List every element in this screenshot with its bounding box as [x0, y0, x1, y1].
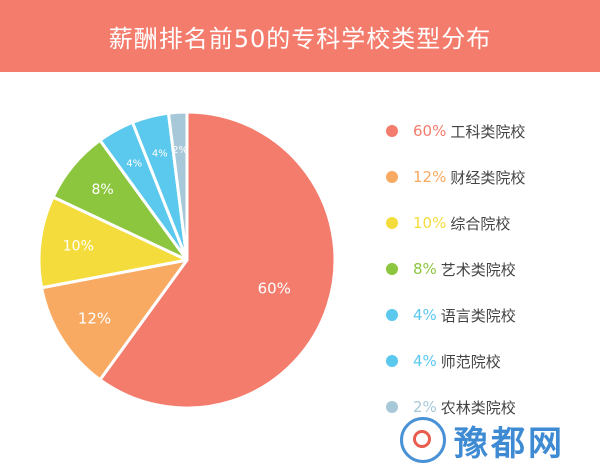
legend-item-4: 8% 艺术类院校: [386, 246, 591, 292]
watermark-text: 豫都网: [454, 423, 565, 464]
pie-chart: 60% 12% 10% 8% 4% 4% 2%: [37, 110, 337, 410]
legend-swatch-1: [386, 125, 398, 137]
slice-label-1: 60%: [258, 279, 291, 297]
pie-slice-7: [166, 110, 189, 262]
watermark: 豫都网: [400, 405, 600, 475]
chart-area: 60% 12% 10% 8% 4% 4% 2% 60% 工科类院校 12% 财经类院校 10% 综合院…: [0, 72, 600, 475]
legend-item-3: 10% 综合院校: [386, 200, 591, 246]
legend-swatch-5: [386, 309, 398, 321]
pie-slice-1: [98, 110, 337, 410]
slice-label-4: 8%: [92, 182, 114, 198]
legend-label-3: 综合院校: [450, 214, 511, 233]
legend-percent-3: 10%: [413, 214, 447, 232]
legend-percent-7: 2%: [413, 398, 437, 416]
legend-item-2: 12% 财经类院校: [386, 154, 591, 200]
pie-slice-2: [40, 258, 189, 382]
legend-swatch-4: [386, 263, 398, 275]
legend-label-6: 师范院校: [440, 352, 501, 371]
legend-swatch-6: [386, 355, 398, 367]
legend-label-5: 语言类院校: [440, 306, 516, 325]
legend-item-5: 4% 语言类院校: [386, 292, 591, 338]
chart-title: 薪酬排名前50的专科学校类型分布: [108, 24, 492, 53]
legend-label-4: 艺术类院校: [440, 260, 516, 279]
slice-label-2: 12%: [78, 310, 111, 328]
legend-label-7: 农林类院校: [440, 398, 516, 417]
slice-label-3: 10%: [63, 238, 94, 254]
legend-item-1: 60% 工科类院校: [386, 108, 591, 154]
watermark-logo-icon: [400, 417, 446, 463]
pie-slice-3: [37, 195, 189, 290]
legend-percent-6: 4%: [413, 352, 437, 370]
legend-item-7: 2% 农林类院校: [386, 384, 591, 430]
legend-label-1: 工科类院校: [450, 122, 526, 141]
legend-percent-4: 8%: [413, 260, 437, 278]
legend: 60% 工科类院校 12% 财经类院校 10% 综合院校 8% 艺术类院校 4% 语言类院校 4% 师…: [386, 108, 591, 430]
legend-swatch-2: [386, 171, 398, 183]
legend-label-2: 财经类院校: [450, 168, 526, 187]
legend-percent-1: 60%: [413, 122, 447, 140]
chart-header: 薪酬排名前50的专科学校类型分布: [0, 0, 600, 72]
legend-item-6: 4% 师范院校: [386, 338, 591, 384]
legend-percent-5: 4%: [413, 306, 437, 324]
slice-label-7: 2%: [172, 145, 188, 156]
legend-swatch-7: [386, 401, 398, 413]
legend-percent-2: 12%: [413, 168, 447, 186]
slice-label-5: 4%: [126, 159, 142, 170]
legend-swatch-3: [386, 217, 398, 229]
slice-label-6: 4%: [152, 148, 168, 159]
